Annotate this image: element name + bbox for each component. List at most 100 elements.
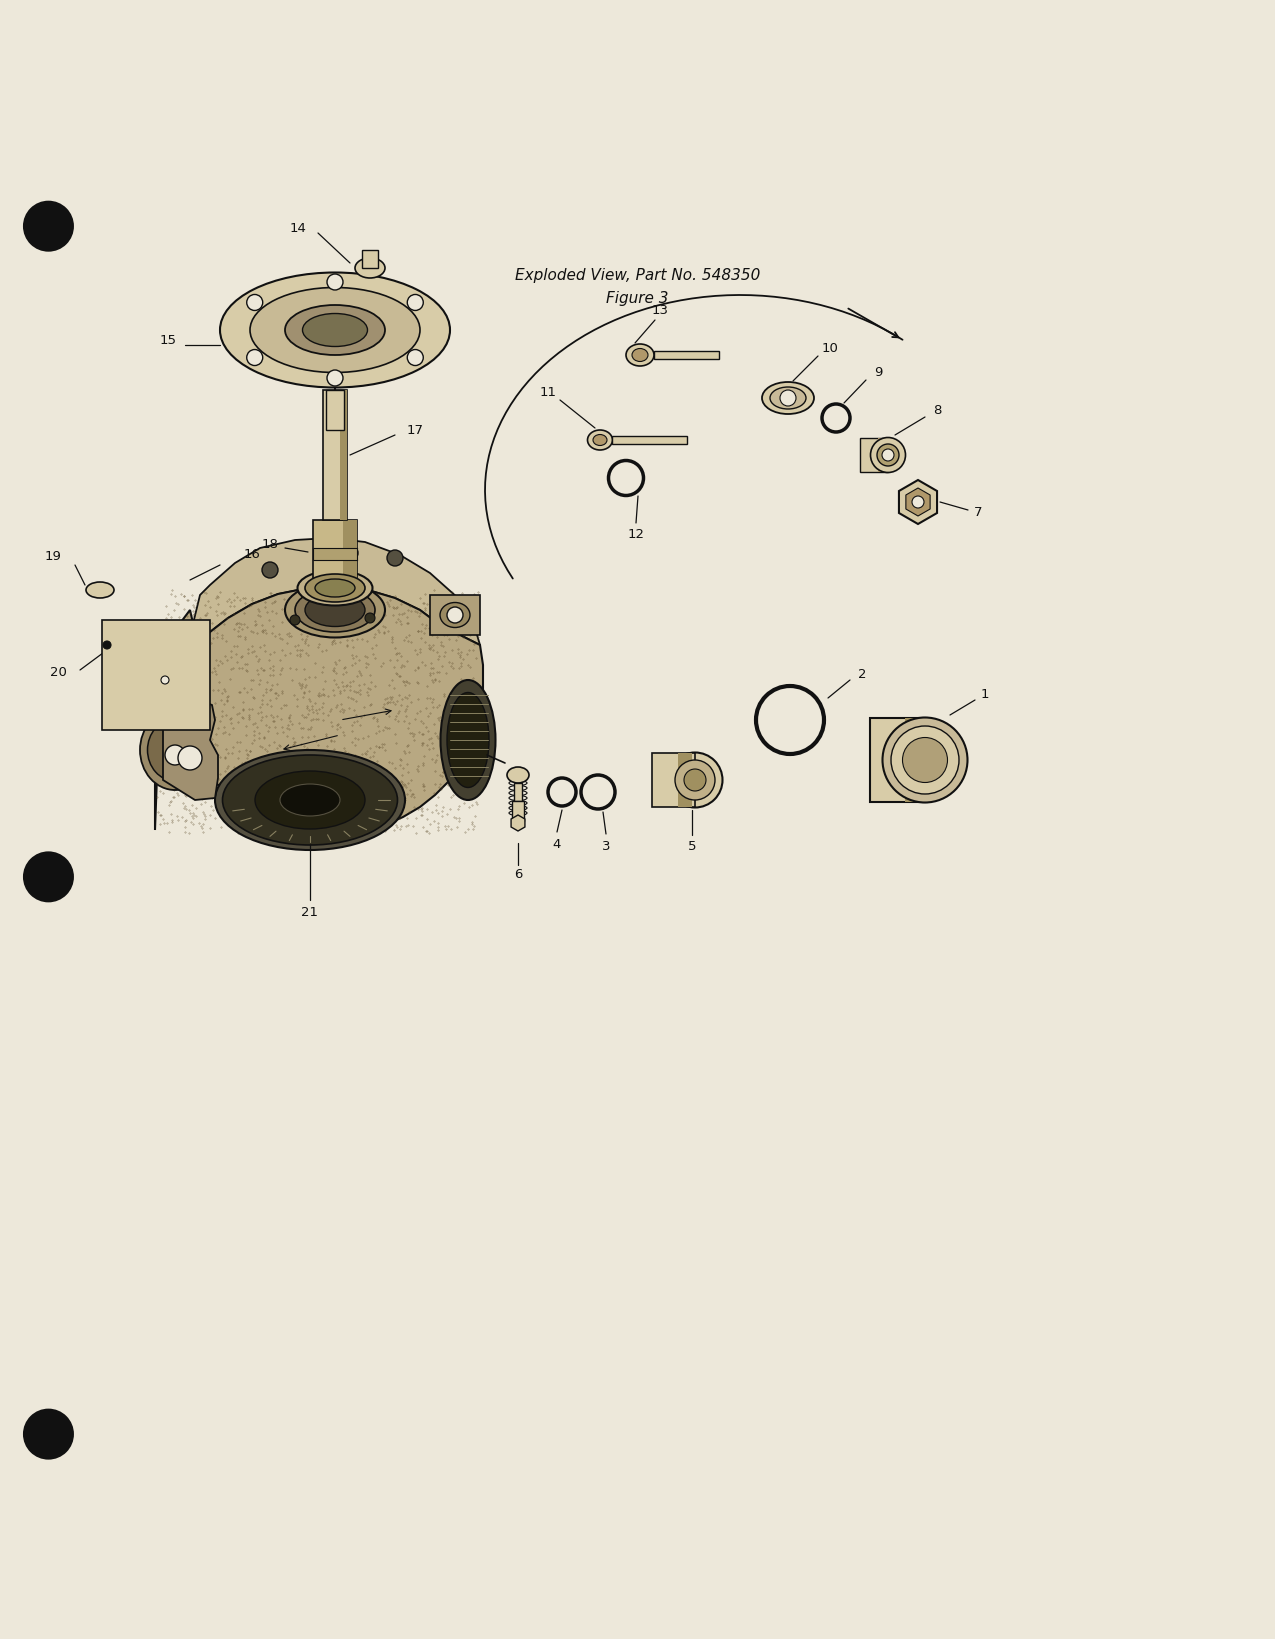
Ellipse shape xyxy=(305,593,365,626)
Ellipse shape xyxy=(877,444,899,465)
Circle shape xyxy=(407,295,423,310)
Ellipse shape xyxy=(250,287,419,372)
Circle shape xyxy=(247,349,263,365)
Circle shape xyxy=(103,641,111,649)
Bar xyxy=(312,547,357,561)
Bar xyxy=(905,718,923,801)
Ellipse shape xyxy=(440,603,470,628)
Text: 2: 2 xyxy=(858,669,866,682)
Ellipse shape xyxy=(668,752,723,808)
Ellipse shape xyxy=(626,344,654,365)
Ellipse shape xyxy=(215,751,405,851)
Ellipse shape xyxy=(305,574,365,602)
Text: 15: 15 xyxy=(159,333,176,346)
Ellipse shape xyxy=(827,410,844,426)
Text: 16: 16 xyxy=(244,549,260,562)
Text: 9: 9 xyxy=(873,365,882,379)
Circle shape xyxy=(261,562,278,579)
Polygon shape xyxy=(193,538,479,646)
Polygon shape xyxy=(905,488,931,516)
Circle shape xyxy=(882,449,894,461)
Text: 11: 11 xyxy=(539,385,556,398)
Ellipse shape xyxy=(891,726,959,793)
Ellipse shape xyxy=(286,582,385,638)
Ellipse shape xyxy=(223,756,398,846)
Circle shape xyxy=(388,551,403,565)
Text: 5: 5 xyxy=(687,839,696,852)
Polygon shape xyxy=(163,698,218,800)
Ellipse shape xyxy=(615,467,638,488)
Ellipse shape xyxy=(674,760,715,800)
Ellipse shape xyxy=(221,272,450,387)
Ellipse shape xyxy=(302,313,367,346)
Bar xyxy=(678,752,692,806)
Text: 21: 21 xyxy=(301,905,319,918)
Text: 17: 17 xyxy=(407,423,423,436)
Ellipse shape xyxy=(315,579,354,597)
Ellipse shape xyxy=(295,588,375,633)
Bar xyxy=(312,520,357,588)
Text: 12: 12 xyxy=(627,528,644,541)
Text: 20: 20 xyxy=(50,665,66,679)
Circle shape xyxy=(23,200,74,252)
Ellipse shape xyxy=(280,783,340,816)
Circle shape xyxy=(448,606,463,623)
Text: 7: 7 xyxy=(974,505,982,518)
Polygon shape xyxy=(899,480,937,524)
Ellipse shape xyxy=(555,783,570,800)
Ellipse shape xyxy=(140,710,210,790)
Ellipse shape xyxy=(770,387,806,410)
Ellipse shape xyxy=(769,698,811,741)
Polygon shape xyxy=(102,620,210,729)
Polygon shape xyxy=(511,815,525,831)
Ellipse shape xyxy=(632,349,648,362)
Ellipse shape xyxy=(683,769,706,792)
Text: 19: 19 xyxy=(45,549,61,562)
Text: 3: 3 xyxy=(602,839,611,852)
Bar xyxy=(323,390,347,520)
Bar xyxy=(430,595,479,634)
Text: 14: 14 xyxy=(289,221,306,234)
Ellipse shape xyxy=(148,720,203,782)
Ellipse shape xyxy=(593,434,607,446)
Text: Figure 3: Figure 3 xyxy=(606,290,669,306)
Text: 10: 10 xyxy=(821,341,839,354)
Text: 4: 4 xyxy=(553,838,561,851)
Bar xyxy=(513,801,524,821)
Polygon shape xyxy=(870,718,924,801)
Ellipse shape xyxy=(448,693,490,787)
Polygon shape xyxy=(156,587,483,833)
Text: 18: 18 xyxy=(261,539,278,551)
Polygon shape xyxy=(652,752,695,806)
Ellipse shape xyxy=(440,680,496,800)
Ellipse shape xyxy=(903,738,947,782)
Ellipse shape xyxy=(85,582,113,598)
Circle shape xyxy=(365,613,375,623)
Ellipse shape xyxy=(255,770,365,829)
Circle shape xyxy=(247,295,263,310)
Text: Exploded View, Part No. 548350: Exploded View, Part No. 548350 xyxy=(515,267,760,284)
Circle shape xyxy=(780,390,796,406)
Bar xyxy=(878,438,886,472)
Circle shape xyxy=(326,274,343,290)
Bar xyxy=(654,351,719,359)
Circle shape xyxy=(326,370,343,387)
Ellipse shape xyxy=(588,429,612,451)
Circle shape xyxy=(23,851,74,903)
Bar xyxy=(326,390,344,429)
Text: 1: 1 xyxy=(980,688,989,701)
Ellipse shape xyxy=(507,767,529,783)
Bar xyxy=(340,390,347,520)
Text: 8: 8 xyxy=(933,403,941,416)
Circle shape xyxy=(342,546,358,561)
Circle shape xyxy=(912,497,924,508)
Ellipse shape xyxy=(882,718,968,803)
Ellipse shape xyxy=(762,382,813,415)
Circle shape xyxy=(164,746,185,765)
Text: 13: 13 xyxy=(652,303,668,316)
Bar xyxy=(612,436,687,444)
Circle shape xyxy=(407,349,423,365)
Bar xyxy=(362,251,377,269)
Ellipse shape xyxy=(871,438,905,472)
Ellipse shape xyxy=(286,305,385,356)
